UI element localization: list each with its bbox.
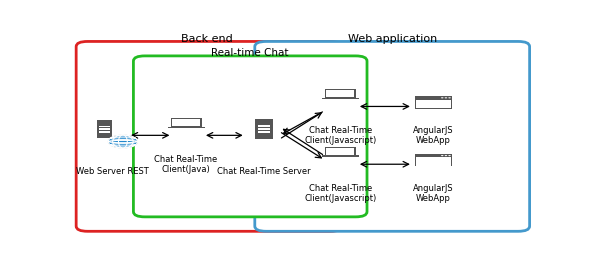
Bar: [99, 131, 111, 133]
Text: Chat Real-Time
Client(Javascript): Chat Real-Time Client(Javascript): [304, 126, 376, 146]
Bar: [258, 125, 271, 127]
Circle shape: [444, 97, 447, 98]
Text: Web application: Web application: [348, 34, 437, 43]
Text: AngularJS
WebApp: AngularJS WebApp: [413, 126, 454, 146]
Text: Real-time Chat: Real-time Chat: [212, 48, 289, 58]
Bar: [326, 148, 355, 155]
Text: Back end: Back end: [181, 34, 233, 43]
Bar: [322, 155, 359, 157]
Bar: [326, 90, 355, 97]
Bar: [322, 98, 359, 99]
Text: Web Server REST: Web Server REST: [76, 167, 149, 176]
FancyBboxPatch shape: [97, 120, 112, 138]
FancyBboxPatch shape: [255, 42, 530, 231]
Circle shape: [441, 97, 443, 98]
FancyBboxPatch shape: [76, 42, 342, 231]
Bar: [416, 157, 451, 166]
Text: Chat Real-Time
Client(Java): Chat Real-Time Client(Java): [154, 155, 217, 174]
Bar: [258, 128, 271, 130]
Bar: [414, 96, 452, 109]
Circle shape: [444, 155, 447, 156]
Text: Chat Real-Time
Client(Javascript): Chat Real-Time Client(Javascript): [304, 184, 376, 203]
Circle shape: [108, 135, 138, 148]
Bar: [414, 154, 452, 166]
Bar: [99, 128, 111, 130]
Text: Chat Real-Time Server: Chat Real-Time Server: [217, 167, 311, 176]
Bar: [172, 119, 200, 126]
Bar: [258, 131, 271, 133]
Bar: [325, 147, 356, 155]
FancyBboxPatch shape: [134, 56, 367, 217]
Bar: [416, 100, 451, 108]
Circle shape: [449, 155, 451, 156]
Text: AngularJS
WebApp: AngularJS WebApp: [413, 184, 454, 203]
Bar: [167, 126, 204, 128]
Circle shape: [441, 155, 443, 156]
Bar: [171, 118, 202, 126]
Bar: [99, 125, 111, 127]
Bar: [325, 89, 356, 98]
FancyBboxPatch shape: [255, 119, 272, 139]
Circle shape: [449, 97, 451, 98]
